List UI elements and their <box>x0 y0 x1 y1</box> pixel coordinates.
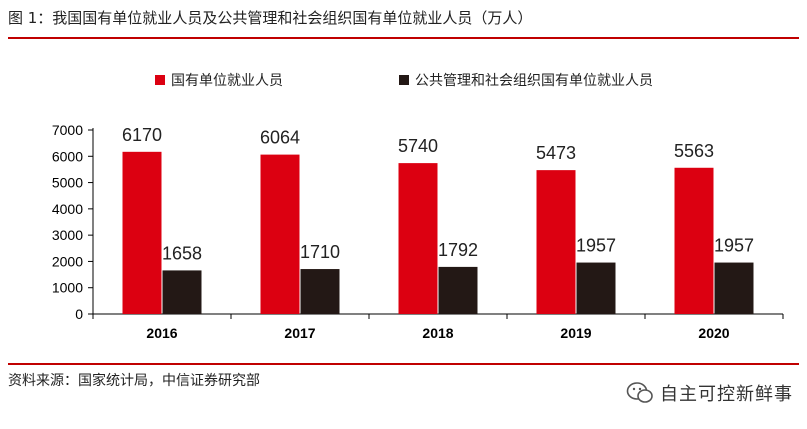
x-tick-label: 2016 <box>146 325 177 341</box>
y-axis: 0 1000 2000 3000 4000 5000 6000 7000 <box>52 122 94 322</box>
data-labels: 6170 1658 6064 1710 5740 1792 5473 1957 5563 1957 <box>122 125 754 264</box>
y-tick-label: 1000 <box>52 280 83 296</box>
figure-title: 图 1：我国国有单位就业人员及公共管理和社会组织国有单位就业人员（万人） <box>8 9 533 27</box>
x-tick-label: 2017 <box>284 325 315 341</box>
y-tick-label: 6000 <box>52 148 83 164</box>
data-label: 5740 <box>398 136 438 156</box>
y-tick-label: 4000 <box>52 201 83 217</box>
y-tick-label: 0 <box>75 306 83 322</box>
x-tick-label: 2020 <box>698 325 729 341</box>
bar-public-admin-employees <box>162 270 202 314</box>
data-label: 1957 <box>714 236 754 256</box>
legend-swatch <box>155 75 165 85</box>
y-tick-label: 3000 <box>52 227 83 243</box>
bar-public-admin-employees <box>714 262 754 314</box>
legend-label: 国有单位就业人员 <box>171 73 283 89</box>
title-rule <box>8 37 799 39</box>
bar-state-employees <box>260 154 300 314</box>
legend-label: 公共管理和社会组织国有单位就业人员 <box>415 73 653 89</box>
bar-public-admin-employees <box>576 262 616 314</box>
data-label: 5473 <box>536 143 576 163</box>
y-tick-label: 5000 <box>52 175 83 191</box>
y-tick-label: 2000 <box>52 253 83 269</box>
bar-public-admin-employees <box>438 266 478 314</box>
bar-state-employees <box>674 167 714 314</box>
source-rule <box>8 363 799 365</box>
bar-public-admin-employees <box>300 269 340 314</box>
source-note: 资料来源：国家统计局，中信证券研究部 <box>8 373 260 389</box>
data-label: 1957 <box>576 236 616 256</box>
bar-state-employees <box>398 163 438 314</box>
wechat-icon <box>626 382 653 403</box>
chart-legend: 国有单位就业人员 公共管理和社会组织国有单位就业人员 <box>155 73 653 89</box>
data-label: 1658 <box>162 243 202 263</box>
data-label: 5563 <box>674 141 714 161</box>
data-label: 6170 <box>122 125 162 145</box>
watermark-text: 自主可控新鲜事 <box>660 384 793 405</box>
data-label: 1792 <box>438 240 478 260</box>
x-tick-label: 2018 <box>422 325 453 341</box>
wechat-watermark: 自主可控新鲜事 <box>626 380 793 406</box>
x-tick-label: 2019 <box>560 325 591 341</box>
data-label: 1710 <box>300 242 340 262</box>
bar-state-employees <box>536 170 576 314</box>
legend-swatch <box>399 75 409 85</box>
data-label: 6064 <box>260 128 300 148</box>
bar-state-employees <box>122 151 162 314</box>
bars <box>122 151 754 314</box>
y-tick-label: 7000 <box>52 122 83 138</box>
x-axis: 2016 2017 2018 2019 2020 <box>92 313 784 341</box>
